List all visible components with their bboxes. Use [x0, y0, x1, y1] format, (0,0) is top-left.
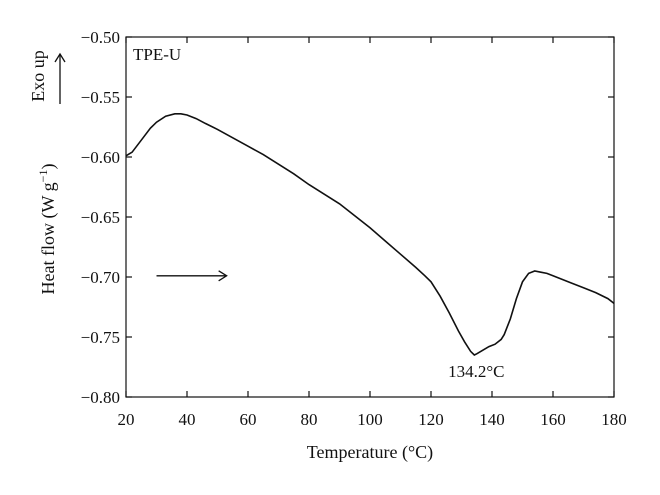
x-tick-label: 140 [479, 410, 505, 429]
x-tick-label: 160 [540, 410, 566, 429]
exo-up-arrow [54, 52, 66, 104]
heat-flow-curve [125, 113, 615, 356]
x-tick-label: 80 [301, 410, 318, 429]
plot-axes [125, 36, 615, 398]
x-tick-label: 120 [418, 410, 444, 429]
x-tick-label: 180 [601, 410, 627, 429]
heating-direction-arrow [156, 270, 228, 282]
y-tick-label: −0.50 [81, 28, 120, 47]
y-axis-ticks: −0.50 −0.55 −0.60 −0.65 −0.70 −0.75 −0.80 [81, 28, 614, 407]
y-axis-label-close: ) [38, 164, 59, 170]
x-tick-label: 40 [179, 410, 196, 429]
x-tick-label: 100 [357, 410, 383, 429]
exo-arrow-head [54, 52, 66, 63]
y-axis-label-main: Heat flow (W g [38, 182, 59, 294]
y-axis-label: Heat flow (W g−1) [36, 164, 59, 295]
plot-frame [125, 36, 615, 398]
y-tick-label: −0.80 [81, 388, 120, 407]
y-axis-label-sup: −1 [36, 170, 50, 183]
y-tick-label: −0.75 [81, 328, 120, 347]
exo-up-label: Exo up [28, 50, 48, 102]
y-tick-label: −0.70 [81, 268, 120, 287]
arrow-head [218, 270, 228, 282]
y-tick-label: −0.55 [81, 88, 120, 107]
x-axis-ticks: 20 40 60 80 100 120 140 160 180 [118, 37, 627, 429]
y-tick-label: −0.65 [81, 208, 120, 227]
x-tick-label: 20 [118, 410, 135, 429]
x-tick-label: 60 [240, 410, 257, 429]
peak-label: 134.2°C [448, 362, 504, 381]
series-label: TPE-U [133, 45, 181, 64]
x-axis-label: Temperature (°C) [307, 442, 433, 463]
y-tick-label: −0.60 [81, 148, 120, 167]
